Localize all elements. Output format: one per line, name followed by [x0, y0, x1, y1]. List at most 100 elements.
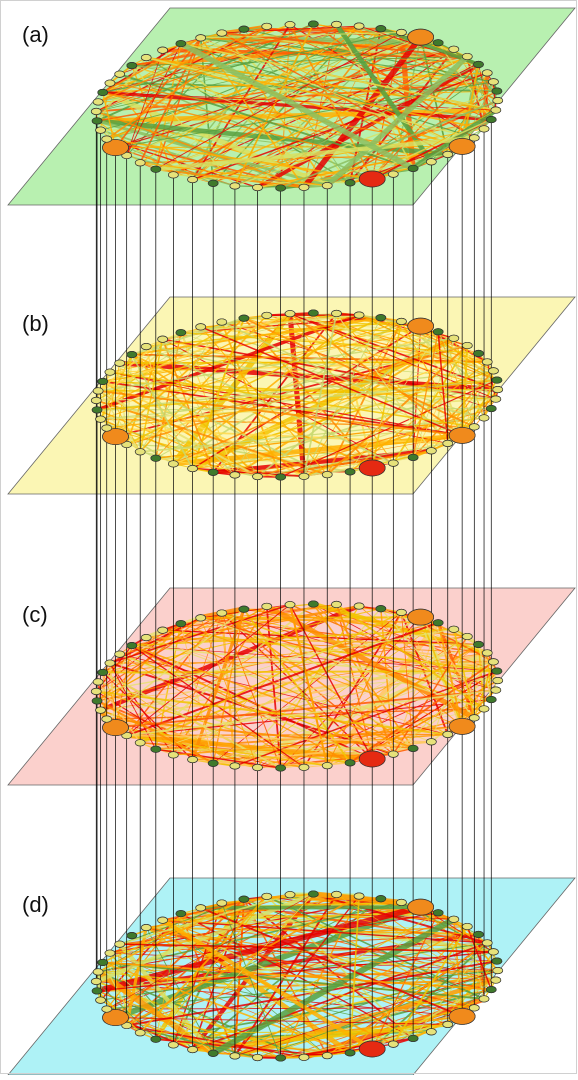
network-node: [176, 329, 186, 335]
network-node: [188, 756, 198, 762]
network-node: [474, 931, 484, 937]
network-node: [91, 108, 101, 114]
network-node: [443, 440, 453, 446]
network-node: [276, 185, 286, 191]
network-node: [308, 601, 318, 607]
network-node: [102, 1006, 112, 1012]
network-node: [115, 651, 125, 657]
network-node: [196, 615, 206, 621]
network-node: [230, 1053, 240, 1059]
network-node: [308, 21, 318, 27]
hub-node: [359, 460, 385, 476]
network-node: [115, 360, 125, 366]
network-node: [376, 26, 386, 32]
network-node: [354, 312, 364, 318]
network-node: [486, 696, 496, 702]
network-node: [486, 405, 496, 411]
network-node: [449, 916, 459, 922]
network-node: [449, 626, 459, 632]
network-node: [322, 182, 332, 188]
network-node: [488, 659, 498, 665]
network-node: [426, 159, 436, 165]
network-node: [176, 620, 186, 626]
network-node: [345, 180, 355, 186]
network-node: [151, 455, 161, 461]
layer-label: (d): [22, 892, 49, 917]
network-node: [299, 184, 309, 190]
network-node: [176, 40, 186, 46]
network-node: [492, 88, 502, 94]
network-node: [196, 35, 206, 41]
hub-node: [408, 318, 434, 334]
network-node: [127, 642, 137, 648]
network-edge: [98, 972, 100, 1000]
network-node: [493, 677, 503, 683]
network-node: [488, 79, 498, 85]
network-node: [135, 160, 145, 166]
network-node: [388, 171, 398, 177]
network-node: [91, 978, 101, 984]
network-node: [115, 941, 125, 947]
network-node: [443, 1021, 453, 1027]
network-node: [188, 176, 198, 182]
layer-label: (a): [22, 22, 49, 47]
hub-node: [449, 718, 475, 734]
network-node: [408, 165, 418, 171]
network-node: [158, 627, 168, 633]
network-node: [474, 350, 484, 356]
network-edge: [201, 907, 421, 908]
network-node: [168, 172, 178, 178]
network-node: [322, 1052, 332, 1058]
network-node: [151, 166, 161, 172]
network-node: [433, 40, 443, 46]
network-node: [408, 1035, 418, 1041]
network-node: [308, 310, 318, 316]
network-node: [105, 80, 115, 86]
network-node: [135, 740, 145, 746]
network-node: [196, 324, 206, 330]
network-node: [474, 641, 484, 647]
hub-node: [449, 427, 475, 443]
network-node: [208, 469, 218, 475]
network-node: [98, 378, 108, 384]
network-node: [262, 23, 272, 29]
network-layer-a: (a): [8, 8, 575, 205]
network-node: [96, 127, 106, 133]
network-node: [474, 61, 484, 67]
network-node: [98, 669, 108, 675]
network-node: [285, 310, 295, 316]
network-node: [91, 397, 101, 403]
network-node: [345, 469, 355, 475]
network-node: [239, 606, 249, 612]
network-node: [105, 369, 115, 375]
network-node: [408, 454, 418, 460]
network-node: [376, 606, 386, 612]
network-node: [115, 71, 125, 77]
network-node: [93, 388, 103, 394]
network-node: [92, 988, 102, 994]
network-node: [299, 1054, 309, 1060]
network-node: [141, 54, 151, 60]
network-node: [479, 415, 489, 421]
network-node: [141, 343, 151, 349]
network-node: [168, 1042, 178, 1048]
hub-node: [449, 1008, 475, 1024]
network-node: [396, 318, 406, 324]
network-node: [299, 764, 309, 770]
network-node: [141, 634, 151, 640]
network-node: [491, 977, 501, 983]
network-node: [482, 940, 492, 946]
network-node: [276, 1055, 286, 1061]
network-node: [98, 89, 108, 95]
network-node: [96, 416, 106, 422]
network-node: [462, 633, 472, 639]
network-node: [479, 126, 489, 132]
network-node: [158, 47, 168, 53]
network-node: [151, 746, 161, 752]
network-node: [322, 471, 332, 477]
network-node: [493, 386, 503, 392]
network-node: [92, 407, 102, 413]
network-node: [176, 910, 186, 916]
